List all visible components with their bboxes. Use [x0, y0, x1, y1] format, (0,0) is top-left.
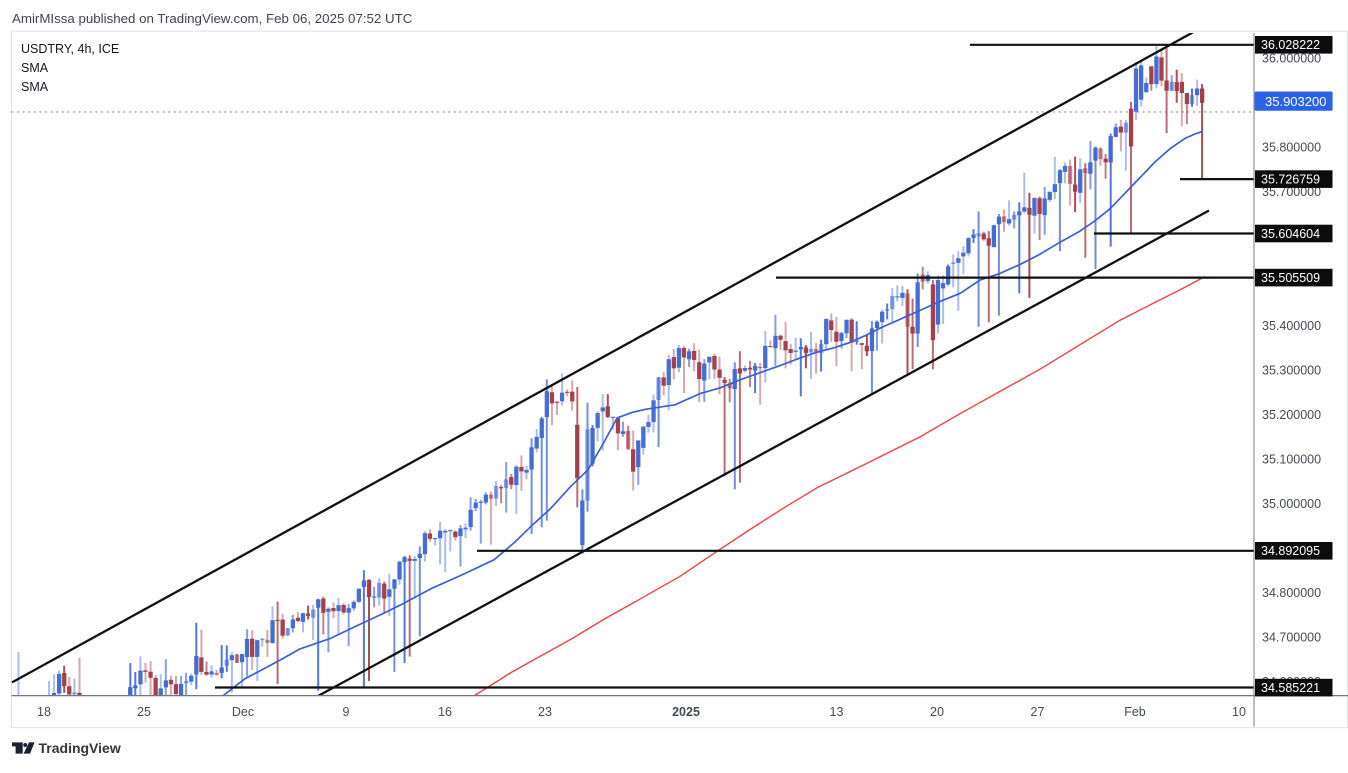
svg-text:36.000000: 36.000000 — [1262, 52, 1321, 66]
svg-text:35.000000: 35.000000 — [1262, 497, 1321, 511]
svg-text:AmirMIssa published on Trading: AmirMIssa published on TradingView.com, … — [12, 11, 413, 26]
svg-text:16: 16 — [438, 705, 452, 719]
svg-text:35.800000: 35.800000 — [1262, 141, 1321, 155]
svg-text:34.700000: 34.700000 — [1262, 631, 1321, 645]
svg-text:SMA: SMA — [21, 61, 49, 75]
svg-text:27: 27 — [1031, 705, 1045, 719]
svg-text:36.028222: 36.028222 — [1261, 38, 1320, 52]
svg-text:13: 13 — [830, 705, 844, 719]
svg-text:TradingView: TradingView — [39, 740, 121, 756]
svg-text:Dec: Dec — [232, 705, 254, 719]
svg-text:35.300000: 35.300000 — [1262, 363, 1321, 377]
svg-text:23: 23 — [538, 705, 552, 719]
svg-text:SMA: SMA — [21, 80, 49, 94]
svg-text:20: 20 — [930, 705, 944, 719]
svg-text:35.505509: 35.505509 — [1261, 271, 1320, 285]
svg-text:10: 10 — [1232, 705, 1246, 719]
svg-text:18: 18 — [37, 705, 51, 719]
svg-text:Feb: Feb — [1124, 705, 1146, 719]
svg-text:35.400000: 35.400000 — [1262, 319, 1321, 333]
svg-text:USDTRY, 4h, ICE: USDTRY, 4h, ICE — [21, 42, 119, 56]
svg-text:35.200000: 35.200000 — [1262, 408, 1321, 422]
svg-text:34.800000: 34.800000 — [1262, 586, 1321, 600]
svg-text:34.585221: 34.585221 — [1261, 681, 1320, 695]
svg-text:34.892095: 34.892095 — [1261, 544, 1320, 558]
svg-text:35.726759: 35.726759 — [1261, 172, 1320, 186]
svg-text:25: 25 — [137, 705, 151, 719]
svg-text:9: 9 — [343, 705, 350, 719]
svg-text:35.700000: 35.700000 — [1262, 185, 1321, 199]
svg-text:35.604604: 35.604604 — [1261, 227, 1320, 241]
svg-text:2025: 2025 — [672, 705, 700, 719]
svg-text:35.100000: 35.100000 — [1262, 452, 1321, 466]
svg-text:35.903200: 35.903200 — [1265, 94, 1326, 109]
